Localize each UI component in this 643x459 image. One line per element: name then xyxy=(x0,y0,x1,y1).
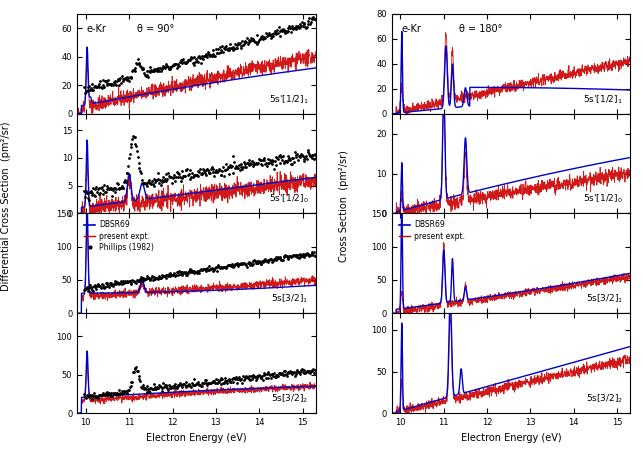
Legend: DBSR69, present expt., Phillips (1982): DBSR69, present expt., Phillips (1982) xyxy=(81,217,158,255)
Text: 5s'[1/2]$_0$: 5s'[1/2]$_0$ xyxy=(269,193,309,206)
X-axis label: Electron Energy (eV): Electron Energy (eV) xyxy=(460,432,561,442)
Text: 5s[3/2]$_1$: 5s[3/2]$_1$ xyxy=(271,293,309,305)
Text: θ = 90°: θ = 90° xyxy=(137,24,174,34)
Text: e-Kr: e-Kr xyxy=(87,24,107,34)
Text: 5s'[1/2]$_1$: 5s'[1/2]$_1$ xyxy=(269,93,309,106)
Legend: DBSR69, present expt.: DBSR69, present expt. xyxy=(395,217,468,244)
Text: 5s'[1/2]$_1$: 5s'[1/2]$_1$ xyxy=(583,93,623,106)
Text: 5s'[1/2]$_0$: 5s'[1/2]$_0$ xyxy=(583,193,623,206)
Text: 5s[3/2]$_1$: 5s[3/2]$_1$ xyxy=(586,293,623,305)
Text: Cross Section  (pm²/sr): Cross Section (pm²/sr) xyxy=(339,151,349,263)
Text: e-Kr: e-Kr xyxy=(401,24,421,34)
Text: θ = 180°: θ = 180° xyxy=(458,24,502,34)
Text: 5s[3/2]$_2$: 5s[3/2]$_2$ xyxy=(586,392,623,405)
Text: Differential Cross Section  (pm²/sr): Differential Cross Section (pm²/sr) xyxy=(1,122,12,291)
Text: 5s[3/2]$_2$: 5s[3/2]$_2$ xyxy=(271,392,309,405)
X-axis label: Electron Energy (eV): Electron Energy (eV) xyxy=(146,432,247,442)
